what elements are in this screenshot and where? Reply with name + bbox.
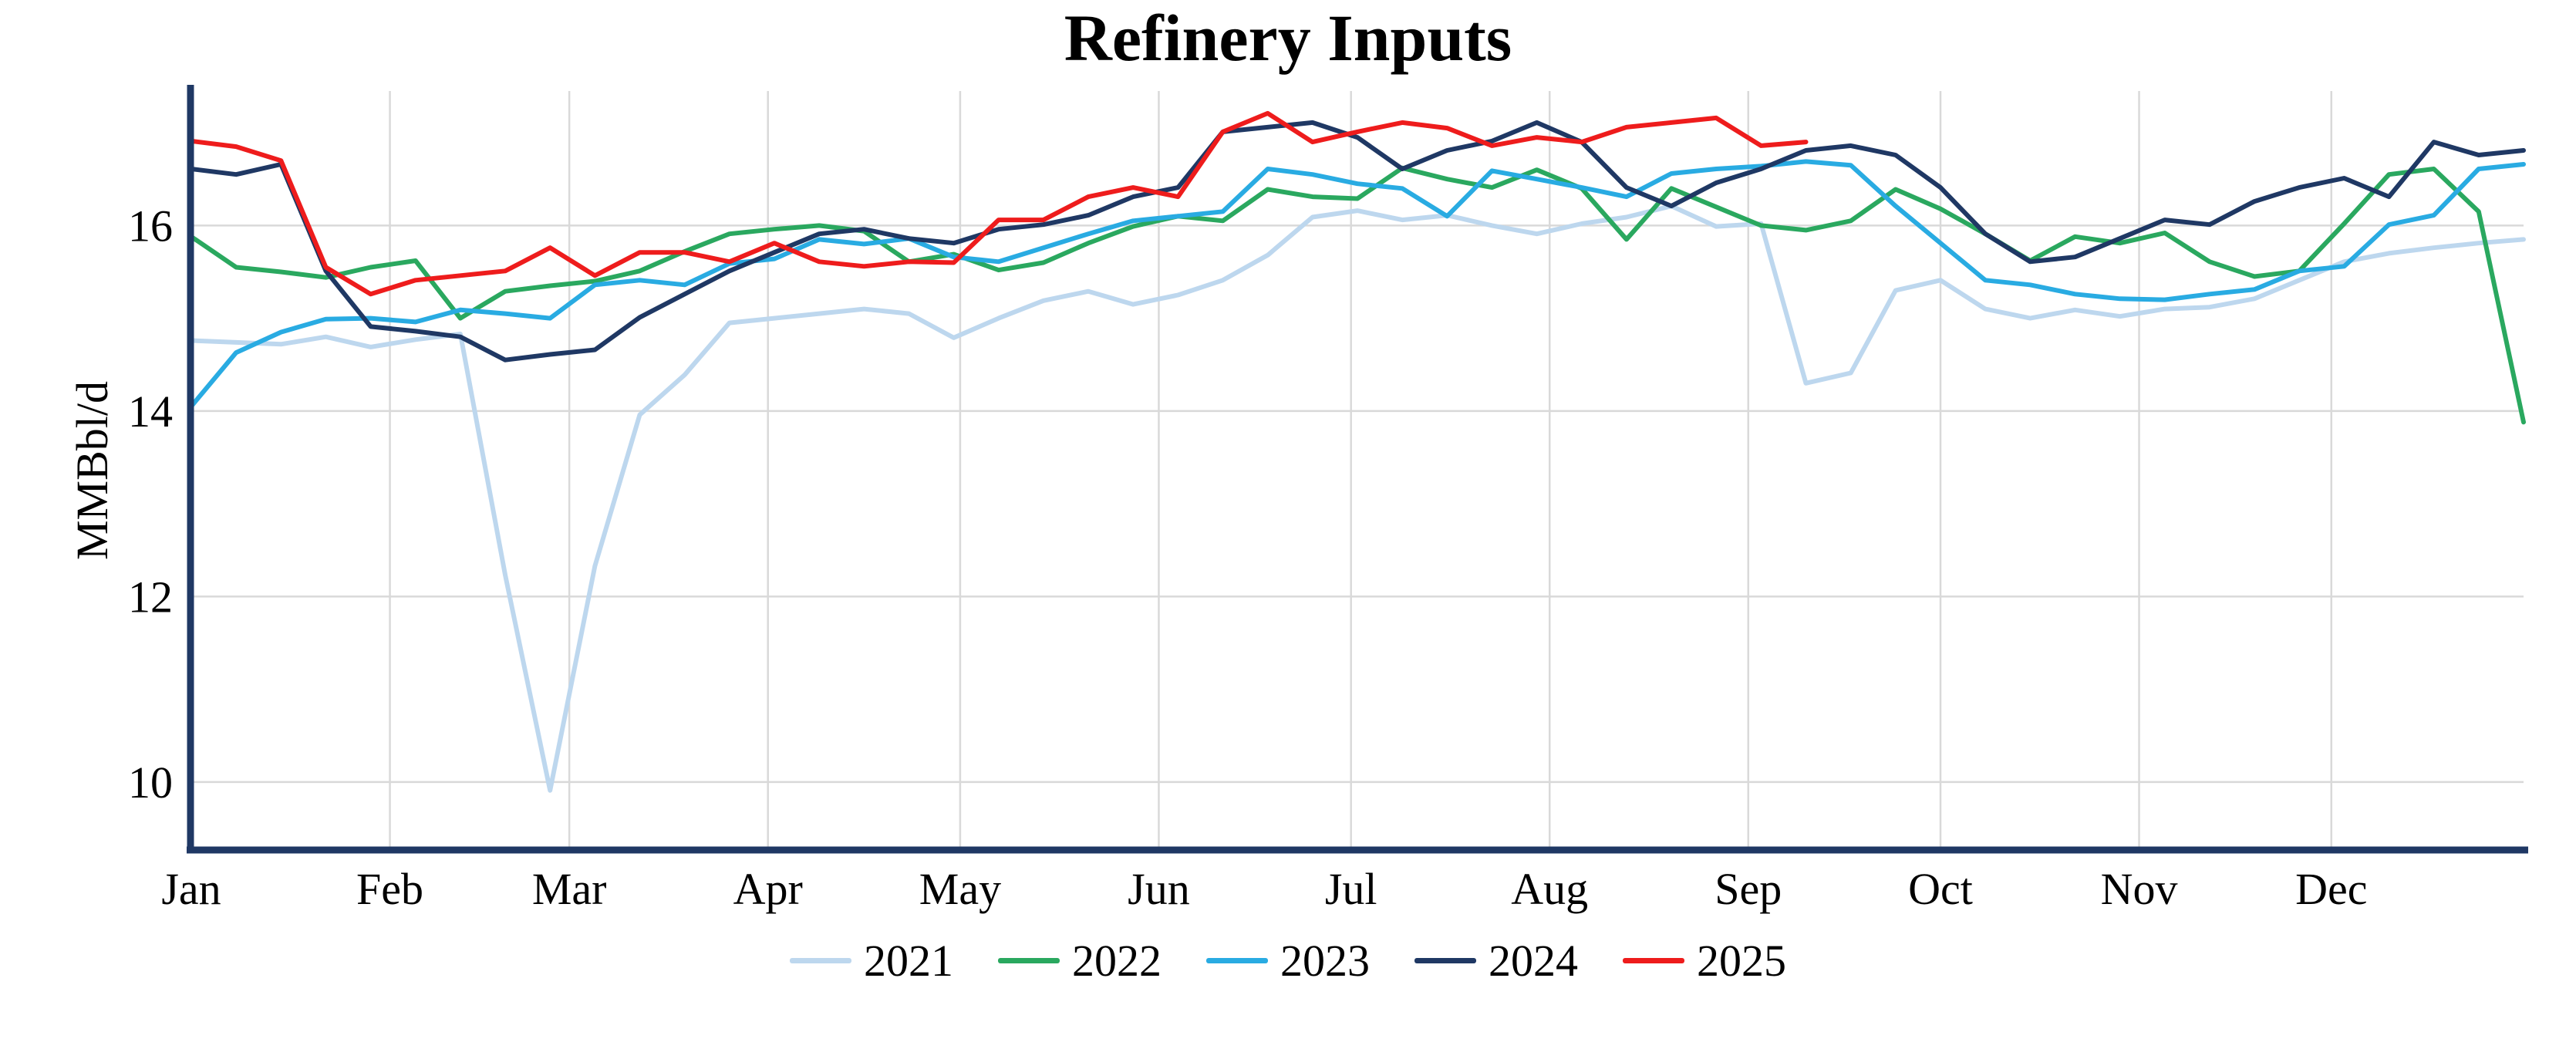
x-tick-label: Dec bbox=[2295, 864, 2367, 914]
x-tick-label: Aug bbox=[1511, 864, 1588, 914]
series-line-2023 bbox=[189, 159, 2526, 409]
legend-item-2025: 2025 bbox=[1623, 935, 1786, 987]
axes bbox=[187, 85, 2528, 854]
x-tick-label: Apr bbox=[733, 864, 803, 914]
legend-label-2024: 2024 bbox=[1489, 936, 1578, 986]
series-lines bbox=[189, 110, 2526, 793]
y-tick-label: 16 bbox=[128, 201, 173, 251]
x-tick-label: Sep bbox=[1715, 864, 1782, 914]
legend-swatch-2024 bbox=[1414, 958, 1476, 963]
legend-swatch-2025 bbox=[1623, 958, 1684, 963]
legend-item-2022: 2022 bbox=[998, 935, 1162, 987]
gridlines bbox=[190, 91, 2524, 847]
y-tick-label: 14 bbox=[128, 386, 173, 437]
x-tick-label: May bbox=[919, 864, 1001, 914]
y-tick-labels: 10 12 14 16 bbox=[128, 201, 173, 807]
series-line-2025 bbox=[189, 110, 1809, 297]
x-tick-label: Mar bbox=[532, 864, 607, 914]
x-tick-label: Jun bbox=[1128, 864, 1190, 914]
x-tick-label: Jan bbox=[161, 864, 221, 914]
legend-item-2021: 2021 bbox=[790, 935, 953, 987]
x-tick-label: Nov bbox=[2101, 864, 2178, 914]
legend-item-2024: 2024 bbox=[1414, 935, 1578, 987]
legend-label-2023: 2023 bbox=[1280, 936, 1370, 986]
legend-label-2025: 2025 bbox=[1697, 936, 1786, 986]
x-tick-label: Jul bbox=[1325, 864, 1377, 914]
x-tick-label: Oct bbox=[1908, 864, 1973, 914]
legend-swatch-2021 bbox=[790, 958, 851, 963]
chart-title: Refinery Inputs bbox=[1064, 1, 1512, 75]
series-line-2024 bbox=[189, 120, 2526, 363]
y-tick-label: 12 bbox=[128, 572, 173, 622]
legend-item-2023: 2023 bbox=[1206, 935, 1370, 987]
legend-label-2022: 2022 bbox=[1072, 936, 1162, 986]
y-tick-label: 10 bbox=[128, 757, 173, 808]
legend-swatch-2022 bbox=[998, 958, 1060, 963]
x-tick-label: Feb bbox=[356, 864, 423, 914]
legend-swatch-2023 bbox=[1206, 958, 1268, 963]
x-tick-labels: Jan Feb Mar Apr May Jun Jul Aug Sep Oct Nov Dec bbox=[161, 864, 2367, 914]
series-line-2022 bbox=[189, 165, 2526, 425]
series-line-2021 bbox=[189, 204, 2526, 793]
legend-label-2021: 2021 bbox=[864, 936, 953, 986]
chart-legend: 2021 2022 2023 2024 2025 bbox=[0, 935, 2576, 987]
